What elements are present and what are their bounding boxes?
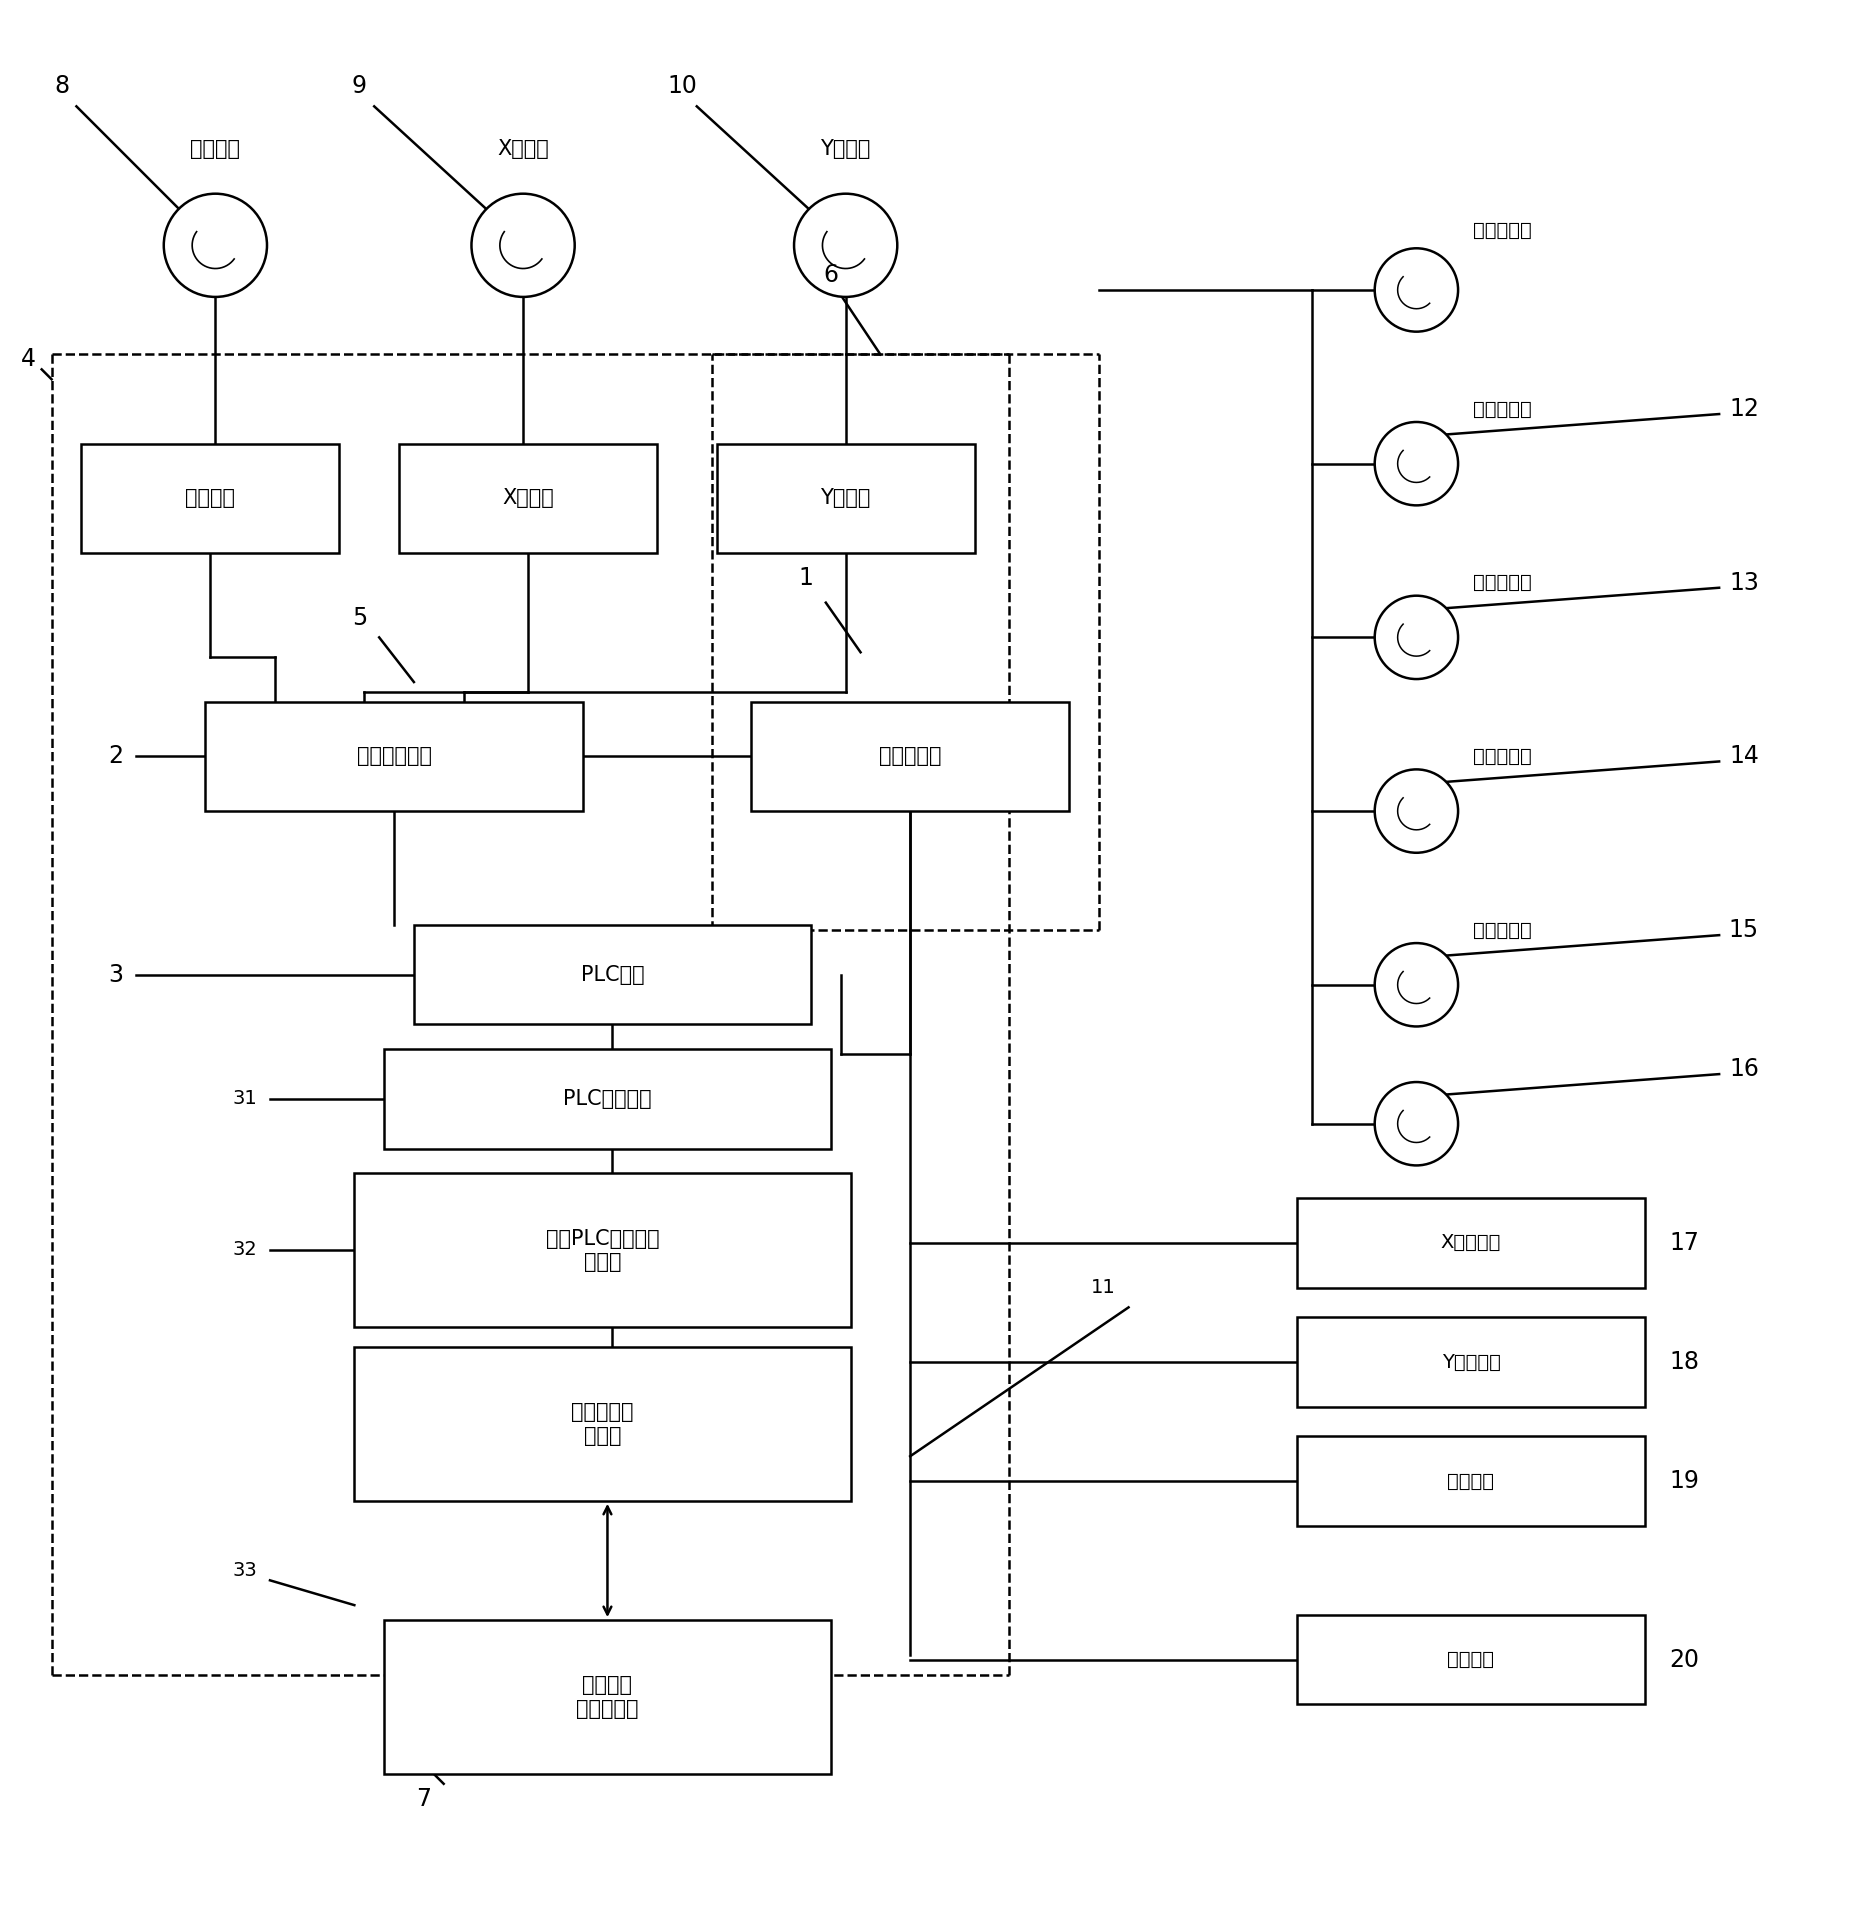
Bar bbox=[716, 443, 974, 554]
Text: 急停开关: 急停开关 bbox=[1447, 1471, 1494, 1490]
Text: 19: 19 bbox=[1670, 1469, 1700, 1494]
Text: 主轴驱动: 主轴驱动 bbox=[185, 489, 236, 508]
Text: Y零点开关: Y零点开关 bbox=[1442, 1352, 1500, 1371]
Bar bbox=[82, 443, 340, 554]
Text: 31: 31 bbox=[232, 1089, 258, 1108]
Bar bbox=[398, 443, 656, 554]
Text: 15: 15 bbox=[1730, 919, 1760, 942]
Bar bbox=[383, 1620, 830, 1774]
Text: PLC硬件: PLC硬件 bbox=[580, 965, 645, 986]
Text: 10: 10 bbox=[668, 74, 698, 99]
Text: 18: 18 bbox=[1670, 1350, 1700, 1373]
Text: Y轴电机: Y轴电机 bbox=[821, 139, 871, 159]
Text: 花样机编控
软件包: 花样机编控 软件包 bbox=[570, 1402, 634, 1446]
Text: 17: 17 bbox=[1670, 1230, 1700, 1255]
Bar bbox=[383, 1049, 830, 1148]
Text: 11: 11 bbox=[1092, 1278, 1116, 1297]
Circle shape bbox=[165, 193, 267, 296]
Text: PLC系统软件: PLC系统软件 bbox=[563, 1089, 653, 1110]
Text: 中压电磁铁: 中压电磁铁 bbox=[1474, 747, 1532, 766]
Bar bbox=[1298, 1616, 1646, 1704]
Text: 拨线电磁铁: 拨线电磁铁 bbox=[1474, 399, 1532, 418]
Text: 1: 1 bbox=[798, 565, 813, 590]
Text: 7: 7 bbox=[417, 1786, 432, 1811]
Bar bbox=[353, 1173, 851, 1327]
Bar bbox=[353, 1347, 851, 1501]
Circle shape bbox=[1374, 944, 1459, 1026]
Text: 控制箱电路板: 控制箱电路板 bbox=[357, 747, 432, 766]
Text: X轴驱动: X轴驱动 bbox=[503, 489, 554, 508]
Text: 32: 32 bbox=[232, 1240, 258, 1259]
Text: 6: 6 bbox=[823, 264, 838, 286]
Bar bbox=[1298, 1198, 1646, 1287]
Text: 5: 5 bbox=[352, 605, 367, 630]
Text: 机头电路板: 机头电路板 bbox=[879, 747, 941, 766]
Circle shape bbox=[1374, 248, 1459, 332]
Text: 20: 20 bbox=[1670, 1648, 1700, 1671]
Text: X轴电机: X轴电机 bbox=[497, 139, 550, 159]
Text: 切线电磁铁: 切线电磁铁 bbox=[1474, 222, 1532, 241]
Text: 14: 14 bbox=[1730, 745, 1760, 768]
Text: 9: 9 bbox=[352, 74, 367, 99]
Bar bbox=[206, 701, 583, 812]
Text: X零点开关: X零点开关 bbox=[1440, 1234, 1502, 1253]
Text: 基于PLC运动控制
软件包: 基于PLC运动控制 软件包 bbox=[546, 1228, 660, 1272]
Circle shape bbox=[795, 193, 898, 296]
Bar bbox=[752, 701, 1070, 812]
Circle shape bbox=[1374, 770, 1459, 852]
Circle shape bbox=[1374, 596, 1459, 680]
Text: 人机界面
硬件，软件: 人机界面 硬件，软件 bbox=[576, 1675, 640, 1719]
Text: 4: 4 bbox=[21, 348, 36, 371]
Text: 12: 12 bbox=[1730, 397, 1760, 420]
Circle shape bbox=[1374, 1083, 1459, 1165]
Text: 3: 3 bbox=[108, 963, 123, 987]
Text: 脚踩开关: 脚踩开关 bbox=[1447, 1650, 1494, 1669]
Text: Y轴驱动: Y轴驱动 bbox=[821, 489, 871, 508]
Text: 16: 16 bbox=[1730, 1056, 1760, 1081]
Text: 松线电磁铁: 松线电磁铁 bbox=[1474, 573, 1532, 592]
Text: 2: 2 bbox=[108, 745, 123, 768]
Text: 主轴电机: 主轴电机 bbox=[191, 139, 241, 159]
Bar bbox=[1298, 1318, 1646, 1406]
Bar bbox=[413, 924, 812, 1024]
Circle shape bbox=[1374, 422, 1459, 506]
Text: 8: 8 bbox=[54, 74, 69, 99]
Text: 外压电磁铁: 外压电磁铁 bbox=[1474, 921, 1532, 940]
Circle shape bbox=[471, 193, 574, 296]
Bar bbox=[1298, 1436, 1646, 1526]
Text: 33: 33 bbox=[232, 1560, 258, 1580]
Text: 13: 13 bbox=[1730, 571, 1760, 594]
